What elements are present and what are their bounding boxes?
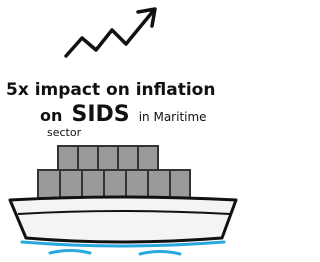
ship-hull — [10, 197, 236, 242]
caption-word: in Maritime — [139, 110, 207, 124]
water-wave — [140, 252, 180, 255]
containers — [38, 146, 190, 198]
container — [118, 146, 138, 170]
container — [138, 146, 158, 170]
container — [82, 170, 104, 198]
container — [148, 170, 170, 198]
water — [22, 242, 224, 254]
caption-emphasis: SIDS — [71, 102, 129, 127]
container — [98, 146, 118, 170]
container — [170, 170, 190, 198]
container — [60, 170, 82, 198]
container — [126, 170, 148, 198]
caption-line-3: sector — [47, 126, 82, 139]
arrow-line — [66, 10, 154, 56]
container — [78, 146, 98, 170]
caption-line-2: on SIDS in Maritime — [40, 102, 207, 127]
rising-arrow — [66, 9, 155, 56]
caption-line-1: 5x impact on inflation — [6, 80, 215, 100]
container — [38, 170, 60, 198]
container — [104, 170, 126, 198]
illustration: 5x impact on inflation on SIDS in Mariti… — [0, 0, 248, 262]
container — [58, 146, 78, 170]
caption-word: on — [40, 106, 62, 125]
water-wave — [50, 251, 90, 254]
